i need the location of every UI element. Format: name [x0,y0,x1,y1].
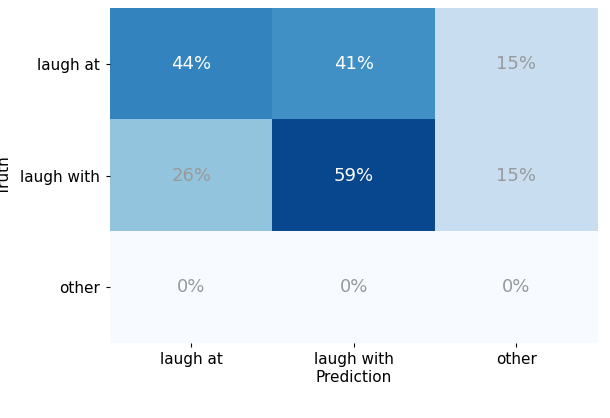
X-axis label: Prediction: Prediction [316,370,392,385]
Text: 15%: 15% [497,166,536,185]
Text: 0%: 0% [340,278,368,296]
Text: 41%: 41% [334,55,374,73]
Text: 15%: 15% [497,55,536,73]
Y-axis label: Truth: Truth [0,156,12,195]
Text: 0%: 0% [502,278,531,296]
Text: 59%: 59% [334,166,374,185]
Text: 26%: 26% [171,166,211,185]
Text: 0%: 0% [177,278,206,296]
Text: 44%: 44% [171,55,211,73]
